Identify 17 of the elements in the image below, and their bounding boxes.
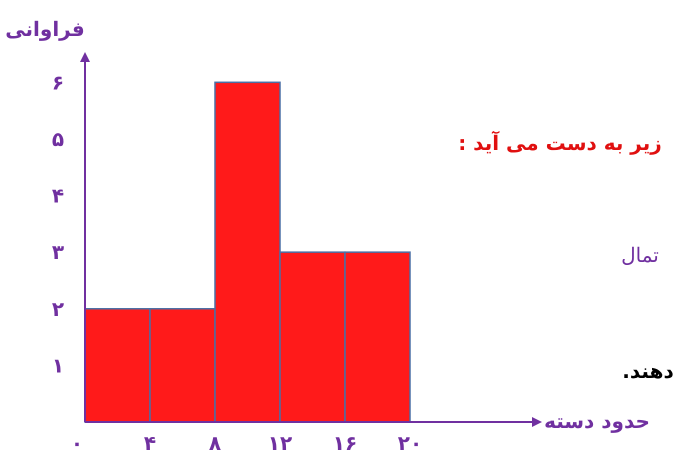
x-tick-label: ۰ [70, 431, 84, 455]
y-tick-label: ۴ [52, 184, 64, 208]
y-tick-label: ۳ [52, 240, 64, 264]
x-tick-label: ۱۲ [268, 431, 292, 455]
x-tick-label: ۲۰ [398, 431, 422, 455]
y-tick-label: ۱ [52, 353, 64, 378]
x-tick-label: ۱۶ [332, 431, 358, 455]
x-tick-label: ۴ [144, 431, 156, 455]
x-axis-title: حدود دسته [544, 409, 650, 433]
y-tick-label: ۶ [52, 70, 64, 94]
annotation: زیر به دست می آید : [458, 130, 662, 155]
y-tick-label: ۵ [52, 126, 64, 151]
y-tick-label: ۲ [52, 296, 64, 321]
text: تمال [621, 243, 659, 267]
y-axis-title: فراوانی [5, 17, 85, 41]
text: دهند. [622, 359, 674, 383]
x-tick-label: ۸ [208, 431, 222, 455]
